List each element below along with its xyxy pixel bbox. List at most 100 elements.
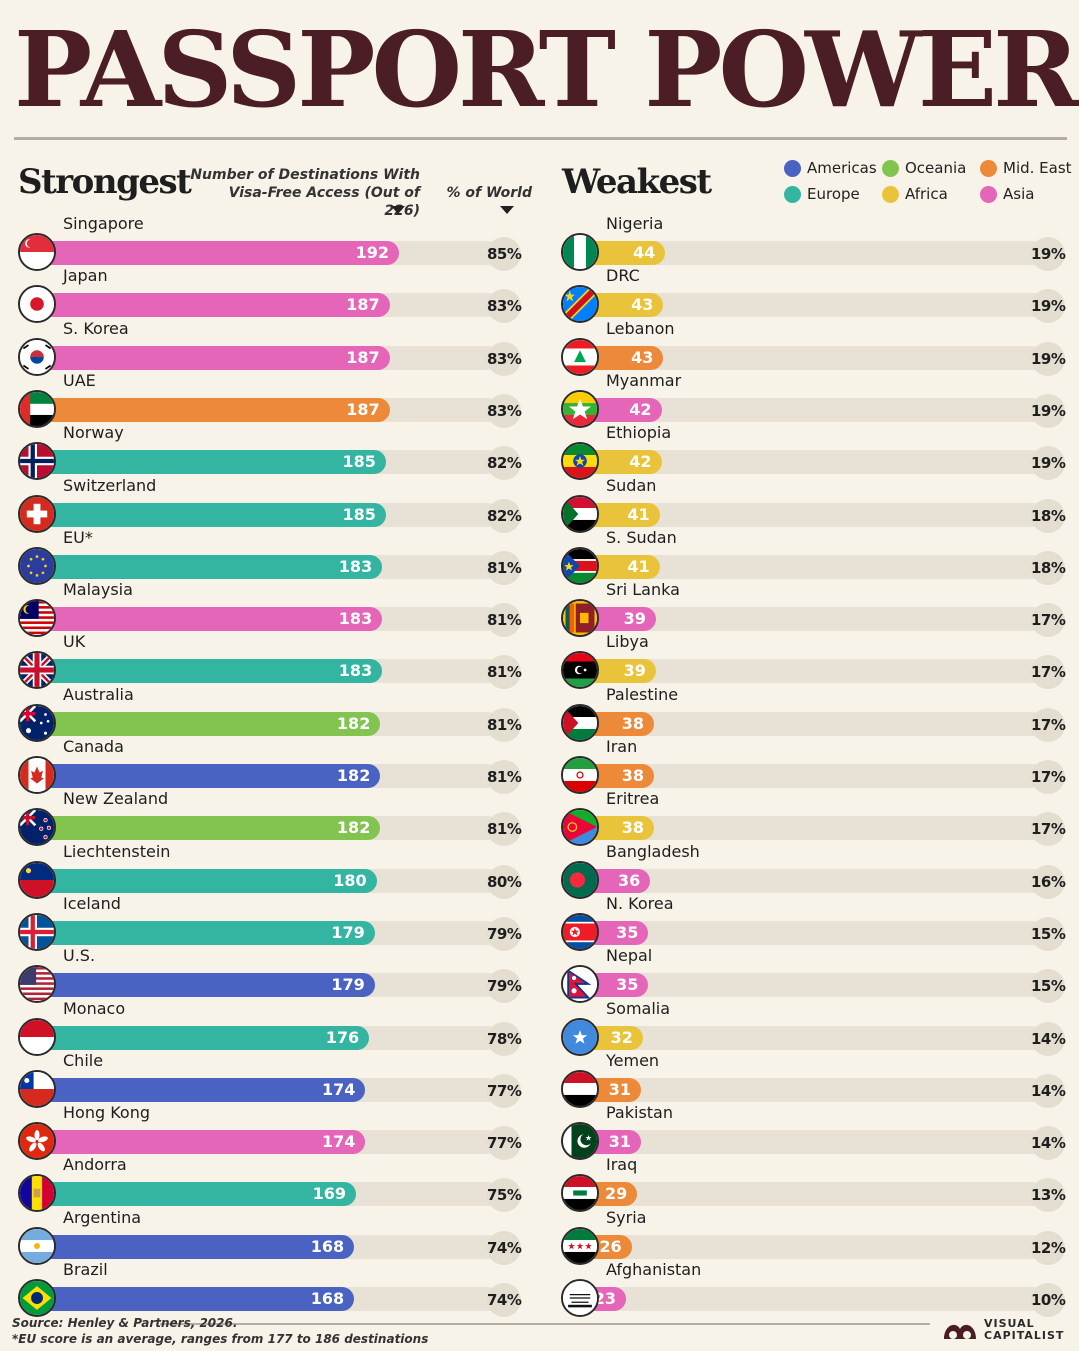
chart-row: 32 Somalia 14% — [561, 997, 1071, 1056]
iraq-flag-icon — [561, 1174, 599, 1213]
nepal-flag-icon — [561, 965, 599, 1004]
chart-row: 174 Chile 77% — [18, 1049, 527, 1108]
bar — [40, 920, 375, 945]
percent-of-world-label: 83% — [487, 289, 522, 324]
legend-item-mid-east: Mid. East — [980, 159, 1072, 177]
footnote: *EU score is an average, ranges from 177… — [12, 1332, 429, 1346]
percent-column-label: % of World — [446, 185, 532, 201]
bar-value-label: 169 — [312, 1184, 347, 1204]
country-label: UK — [63, 632, 86, 652]
bar-track — [583, 764, 1045, 788]
percent-of-world-label: 83% — [487, 393, 522, 428]
destinations-column-arrow-icon — [391, 206, 405, 214]
country-label: Lebanon — [606, 318, 675, 338]
country-label: Iraq — [606, 1155, 638, 1175]
country-label: Libya — [606, 632, 649, 652]
bar-value-label: 43 — [631, 347, 654, 367]
norway-flag-icon — [18, 442, 56, 481]
percent-of-world-label: 18% — [1031, 498, 1066, 533]
bar — [40, 1182, 357, 1207]
country-label: Eritrea — [606, 789, 660, 809]
bar-value-label: 41 — [627, 504, 650, 524]
bar-value-label: 187 — [346, 399, 380, 419]
percent-of-world-label: 77% — [487, 1073, 522, 1108]
chart-row: 182 Canada 81% — [18, 735, 527, 794]
percent-of-world-label: 81% — [487, 655, 522, 690]
percent-of-world-label: 79% — [487, 916, 522, 951]
andorra-flag-icon — [18, 1174, 56, 1213]
pakistan-flag-icon — [561, 1122, 599, 1161]
percent-of-world-label: 12% — [1031, 1230, 1066, 1265]
percent-of-world-label: 82% — [487, 446, 522, 481]
bar — [40, 711, 381, 736]
bar-value-label: 38 — [621, 766, 645, 785]
country-label: Iran — [606, 737, 638, 756]
chart-row: 182 Australia 81% — [18, 683, 527, 742]
libya-flag-icon — [561, 651, 599, 690]
visual-capitalist-logo-icon — [944, 1324, 976, 1339]
country-label: Yemen — [606, 1050, 660, 1070]
bar — [40, 764, 381, 788]
bar-value-label: 192 — [355, 243, 390, 262]
monaco-flag-icon — [18, 1017, 56, 1056]
bar-value-label: 35 — [616, 975, 639, 995]
country-label: Japan — [63, 266, 108, 286]
bar-value-label: 38 — [621, 818, 645, 838]
bar — [40, 973, 375, 998]
bar — [40, 293, 390, 318]
nigeria-flag-icon — [561, 233, 599, 271]
bar-value-label: 183 — [338, 609, 373, 629]
bar-value-label: 183 — [338, 661, 373, 681]
country-label: Bangladesh — [606, 841, 700, 861]
percent-of-world-label: 19% — [1031, 393, 1066, 428]
percent-of-world-label: 81% — [487, 707, 522, 742]
north-korea-flag-icon — [561, 912, 599, 951]
chart-row: 29 Iraq 13% — [561, 1153, 1071, 1213]
country-label: Switzerland — [63, 475, 157, 495]
syria-flag-icon — [561, 1226, 599, 1265]
percent-of-world-label: 17% — [1031, 760, 1066, 794]
country-label: Hong Kong — [63, 1103, 150, 1123]
chart-row: 41 S. Sudan 18% — [561, 526, 1071, 585]
bar — [40, 659, 383, 684]
argentina-flag-icon — [18, 1226, 56, 1265]
bar-value-label: 182 — [336, 766, 371, 785]
country-label: U.S. — [63, 946, 96, 966]
country-label: Singapore — [63, 214, 144, 233]
bar-value-label: 168 — [310, 1236, 345, 1256]
legend-label: Asia — [1003, 185, 1035, 203]
bar — [40, 816, 381, 841]
bar-value-label: 182 — [336, 818, 371, 838]
uk-flag-icon — [18, 651, 56, 690]
country-label: Ethiopia — [606, 423, 672, 443]
percent-column-arrow-icon — [500, 206, 514, 214]
bar-track — [583, 554, 1045, 579]
chart-row: 36 Bangladesh 16% — [561, 840, 1071, 899]
palestine-flag-icon — [561, 703, 599, 742]
percent-of-world-label: 15% — [1031, 916, 1066, 951]
percent-of-world-label: 14% — [1031, 1073, 1066, 1108]
bar-value-label: 31 — [608, 1132, 631, 1152]
country-label: Syria — [606, 1207, 647, 1227]
chart-row: 31 Yemen 14% — [561, 1049, 1071, 1108]
legend-label: Africa — [905, 185, 948, 203]
myanmar-flag-icon — [561, 389, 599, 428]
bar-track — [583, 1077, 1045, 1102]
country-label: DRC — [606, 266, 640, 286]
percent-of-world-label: 80% — [487, 864, 522, 899]
bar-value-label: 29 — [604, 1184, 628, 1204]
bar-track — [583, 920, 1045, 945]
brazil-flag-icon — [18, 1279, 56, 1317]
bar-value-label: 185 — [342, 504, 376, 524]
chart-row: 43 Lebanon 19% — [561, 317, 1071, 376]
percent-of-world-label: 85% — [487, 237, 522, 271]
malaysia-flag-icon — [18, 599, 56, 638]
bar — [40, 1287, 355, 1311]
percent-of-world-label: 81% — [487, 760, 522, 794]
percent-of-world-label: 74% — [487, 1230, 522, 1265]
title-divider — [14, 137, 1067, 140]
bar-value-label: 44 — [633, 243, 656, 262]
bar-track — [583, 1130, 1045, 1155]
legend-item-europe: Europe — [784, 185, 860, 203]
legend-swatch — [784, 159, 801, 177]
